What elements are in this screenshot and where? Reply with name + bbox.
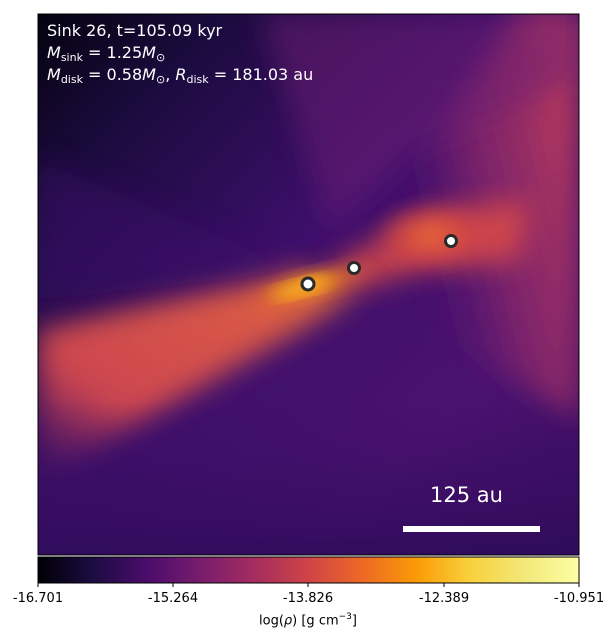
density-map bbox=[38, 14, 579, 555]
sink-marker bbox=[300, 276, 316, 292]
colorbar bbox=[37, 556, 580, 584]
colorbar-tick-label: -12.389 bbox=[418, 591, 470, 606]
sink-title: Sink 26, t=105.09 kyr bbox=[47, 21, 223, 40]
colorbar-ticks bbox=[37, 583, 580, 587]
disk-params-label: Mdisk = 0.58M⊙, Rdisk = 181.03 au bbox=[47, 65, 314, 86]
colorbar-tick-label: -15.264 bbox=[147, 591, 199, 606]
colorbar-tick-label: -10.951 bbox=[553, 591, 605, 606]
colorbar-label: log(ρ) [g cm−3] bbox=[259, 612, 357, 629]
sink-mass-label: Msink = 1.25M⊙ bbox=[47, 43, 166, 64]
colorbar-tick-label: -16.701 bbox=[12, 591, 64, 606]
sink-marker bbox=[444, 234, 458, 248]
scale-bar-label: 125 au bbox=[430, 483, 503, 507]
scale-bar bbox=[403, 526, 540, 532]
sink-marker bbox=[347, 261, 361, 275]
colorbar-tick-label: -13.826 bbox=[282, 591, 334, 606]
